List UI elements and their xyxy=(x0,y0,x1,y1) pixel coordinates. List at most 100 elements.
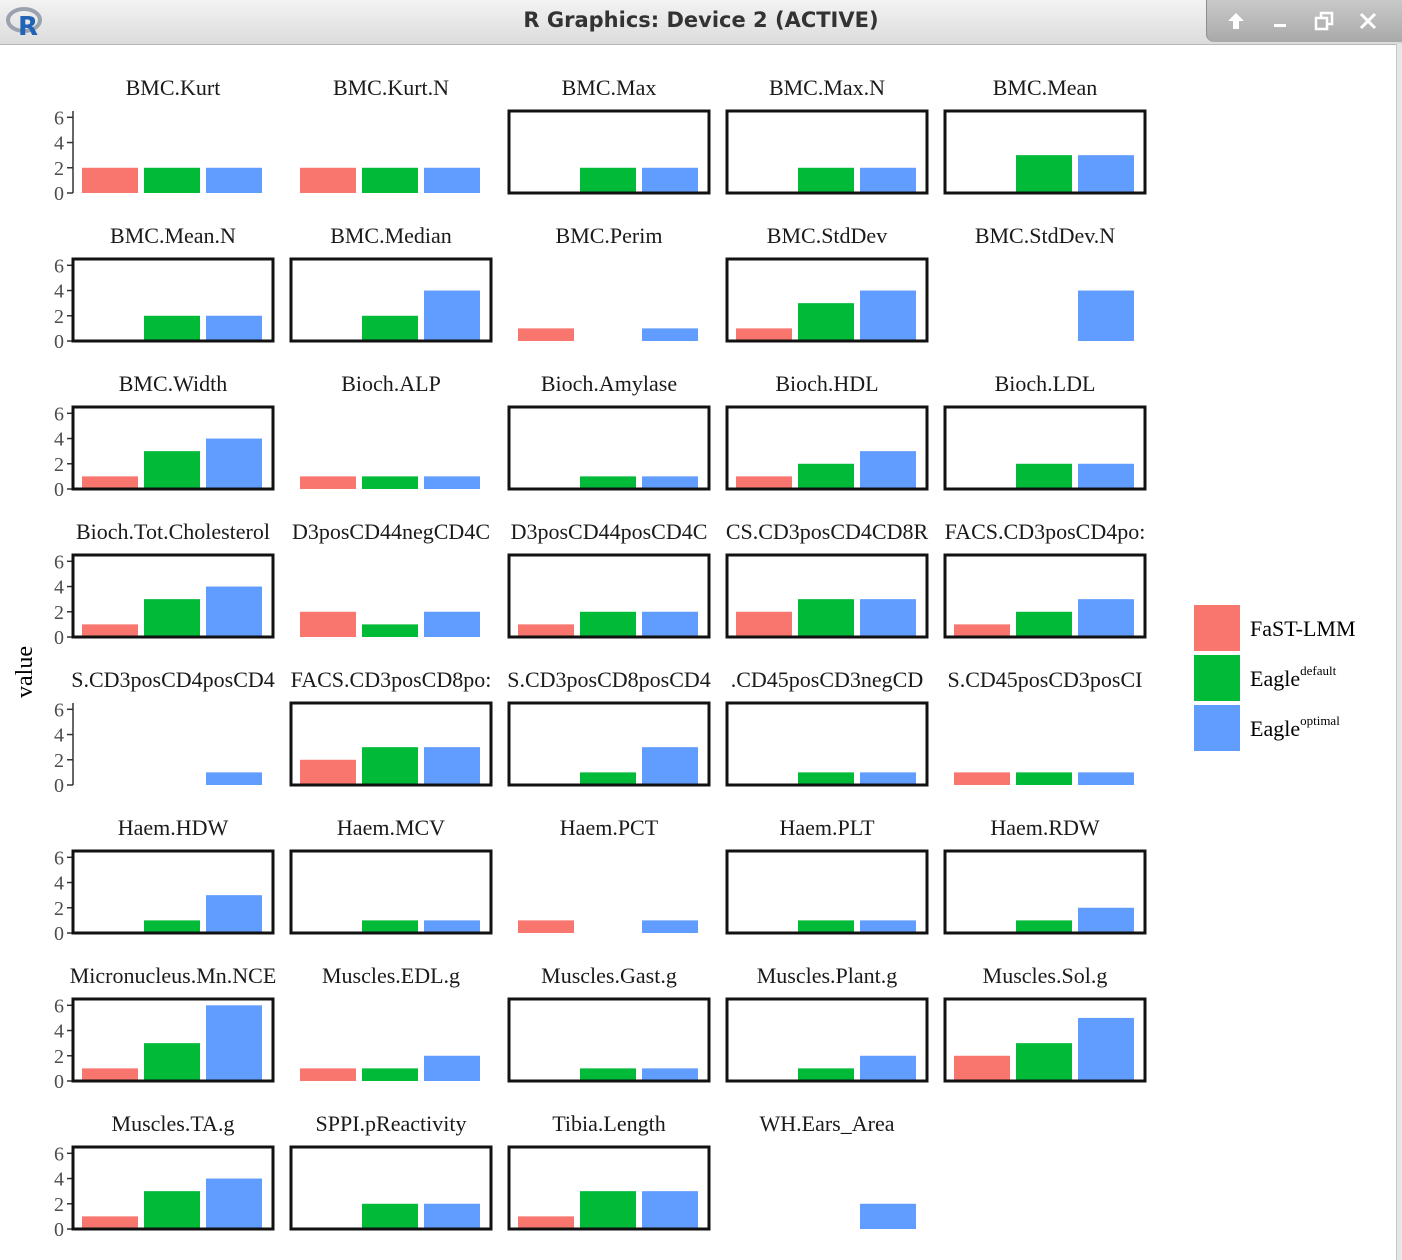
bar-eagle-default xyxy=(144,451,200,489)
facet-title: CS.CD3posCD4CD8R xyxy=(726,519,929,544)
facet-panel: Micronucleus.Mn.NCE 0 2 4 6 xyxy=(54,963,276,1093)
bar-fastlmm xyxy=(518,328,574,341)
facet-title: Haem.MCV xyxy=(337,815,445,840)
facet-title: Bioch.Amylase xyxy=(541,371,677,396)
y-tick-label: 6 xyxy=(54,403,64,425)
bar-eagle-optimal xyxy=(206,438,262,489)
facet-panel: Haem.PLT xyxy=(725,815,929,935)
bar-eagle-default xyxy=(798,303,854,341)
bar-eagle-default xyxy=(580,611,636,637)
bar-eagle-default xyxy=(798,599,854,637)
bar-eagle-optimal xyxy=(424,1203,480,1229)
facet-panel: BMC.StdDev.N xyxy=(975,223,1134,341)
y-tick-label: 6 xyxy=(54,847,64,869)
svg-text:R: R xyxy=(18,12,38,38)
y-tick-label: 4 xyxy=(54,873,64,895)
legend-label: FaST-LMM xyxy=(1250,616,1356,641)
y-tick-label: 0 xyxy=(54,479,64,501)
y-tick-label: 4 xyxy=(54,281,64,303)
bar-fastlmm xyxy=(954,772,1010,785)
panel-border xyxy=(507,553,711,639)
panel-border xyxy=(725,553,929,639)
bar-eagle-default xyxy=(362,476,418,489)
bar-eagle-optimal xyxy=(1078,599,1134,637)
facet-title: BMC.Median xyxy=(330,223,452,248)
bar-eagle-optimal xyxy=(860,1203,916,1229)
y-tick-label: 2 xyxy=(54,1046,64,1068)
panel-border xyxy=(943,997,1147,1083)
facet-panel: WH.Ears_Area xyxy=(760,1111,916,1229)
facet-title: S.CD45posCD3posCI xyxy=(948,667,1143,692)
facet-title: BMC.Mean.N xyxy=(110,223,236,248)
facet-panel: BMC.Kurt.N xyxy=(300,75,480,193)
facet-title: Bioch.ALP xyxy=(341,371,441,396)
facet-panel: BMC.Median xyxy=(289,223,493,343)
bar-fastlmm xyxy=(736,328,792,341)
panel-border xyxy=(289,701,493,787)
facet-title: BMC.Perim xyxy=(556,223,663,248)
bar-eagle-optimal xyxy=(206,772,262,785)
bar-fastlmm xyxy=(82,167,138,193)
facet-panel: BMC.StdDev xyxy=(725,223,929,343)
legend-label: Eagleoptimal xyxy=(1250,713,1340,741)
facet-panel: BMC.Kurt 0 2 4 6 xyxy=(54,75,262,205)
y-tick-label: 0 xyxy=(54,923,64,945)
bar-fastlmm xyxy=(300,611,356,637)
close-icon[interactable] xyxy=(1353,6,1383,36)
legend-label-text: Eagle xyxy=(1250,716,1300,741)
facet-panel: Bioch.Tot.Cholesterol 0 2 4 6 xyxy=(54,519,275,649)
bar-eagle-optimal xyxy=(642,1191,698,1229)
facet-title: Tibia.Length xyxy=(552,1111,665,1136)
y-tick-label: 2 xyxy=(54,750,64,772)
bar-eagle-default xyxy=(1016,463,1072,489)
restore-icon[interactable] xyxy=(1309,6,1339,36)
panel-border xyxy=(725,701,929,787)
title-bar[interactable]: R R Graphics: Device 2 (ACTIVE) xyxy=(0,0,1402,45)
y-tick-label: 0 xyxy=(54,775,64,797)
facet-panel: S.CD3posCD4posCD4 0 2 4 6 xyxy=(54,667,275,797)
bar-eagle-optimal xyxy=(860,599,916,637)
facet-title: BMC.Kurt.N xyxy=(333,75,449,100)
panel-border xyxy=(725,257,929,343)
bar-eagle-default xyxy=(362,747,418,785)
minimize-icon[interactable] xyxy=(1265,6,1295,36)
bar-eagle-default xyxy=(1016,155,1072,193)
panel-border xyxy=(71,553,275,639)
r-logo-icon: R xyxy=(6,7,42,38)
bar-eagle-optimal xyxy=(1078,290,1134,341)
bar-eagle-default xyxy=(362,624,418,637)
panel-border xyxy=(943,405,1147,491)
bar-eagle-optimal xyxy=(860,920,916,933)
facet-title: Haem.PLT xyxy=(779,815,875,840)
bar-fastlmm xyxy=(300,759,356,785)
facet-panel: BMC.Mean xyxy=(943,75,1147,195)
panel-border xyxy=(507,1145,711,1231)
y-tick-label: 0 xyxy=(54,183,64,205)
facet-panel: Haem.RDW xyxy=(943,815,1147,935)
facet-panel: Haem.MCV xyxy=(289,815,493,935)
facet-panel: FACS.CD3posCD8po: xyxy=(289,667,493,787)
facet-title: D3posCD44negCD4C xyxy=(292,519,490,544)
bar-eagle-optimal xyxy=(860,290,916,341)
panel-border xyxy=(725,849,929,935)
panel-border xyxy=(71,849,275,935)
bar-eagle-optimal xyxy=(424,747,480,785)
facet-title: Muscles.Sol.g xyxy=(983,963,1108,988)
legend-key xyxy=(1194,605,1240,651)
panel-border xyxy=(725,997,929,1083)
panel-border xyxy=(289,257,493,343)
up-arrow-icon[interactable] xyxy=(1221,6,1251,36)
bar-eagle-default xyxy=(144,599,200,637)
bar-eagle-optimal xyxy=(642,328,698,341)
bar-eagle-optimal xyxy=(860,1055,916,1081)
facet-panel: S.CD45posCD3posCI xyxy=(948,667,1143,785)
bar-eagle-optimal xyxy=(1078,772,1134,785)
facet-panel: .CD45posCD3negCD xyxy=(725,667,929,787)
y-tick-label: 2 xyxy=(54,158,64,180)
facet-panel: Muscles.Gast.g xyxy=(507,963,711,1083)
bar-eagle-optimal xyxy=(424,167,480,193)
bar-fastlmm xyxy=(82,1216,138,1229)
bar-eagle-default xyxy=(362,920,418,933)
legend-label-text: FaST-LMM xyxy=(1250,616,1356,641)
bar-eagle-optimal xyxy=(860,167,916,193)
